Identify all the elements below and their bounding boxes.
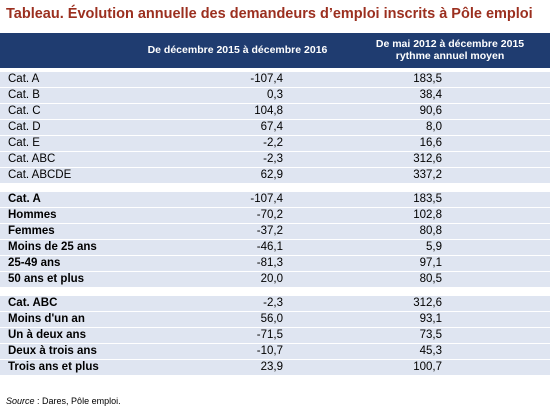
table-row: 25-49 ans -81,3 97,1 [0,256,550,272]
row-label: Cat. E [8,137,40,149]
table-row: Moins d'un an 56,0 93,1 [0,312,550,328]
cell-value: 20,0 [260,273,283,285]
cell-value: 45,3 [419,345,442,357]
cell-value: 97,1 [419,257,442,269]
column-header: De mai 2012 à décembre 2015 rythme annue… [350,38,550,62]
cell-value: -2,2 [263,137,283,149]
source: Source : Dares, Pôle emploi. [6,396,121,406]
cell-value: -81,3 [256,257,283,269]
row-group: Cat. A -107,4 183,5 Hommes -70,2 102,8 Femmes -… [0,192,550,288]
row-label: Cat. A [8,193,41,205]
row-label: Cat. D [8,121,41,133]
table-row: Cat. B 0,3 38,4 [0,88,550,104]
table-row: Cat. E -2,2 16,6 [0,136,550,152]
table-row: Cat. A -107,4 183,5 [0,192,550,208]
cell-value: 67,4 [260,121,283,133]
row-label: Moins d'un an [8,313,85,325]
cell-value: 183,5 [413,73,442,85]
cell-value: 73,5 [419,329,442,341]
source-text: : Dares, Pôle emploi. [37,396,121,406]
cell-value: 100,7 [413,361,442,373]
row-label: Deux à trois ans [8,345,97,357]
cell-value: 102,8 [413,209,442,221]
table-row: Cat. A -107,4 183,5 [0,72,550,88]
table-row: Cat. C 104,8 90,6 [0,104,550,120]
cell-value: -2,3 [263,153,283,165]
table-body: Cat. A -107,4 183,5 Cat. B 0,3 38,4 Cat. C 104,… [0,72,550,384]
cell-value: 38,4 [419,89,442,101]
table-row: Cat. ABCDE 62,9 337,2 [0,168,550,184]
title: Tableau. Évolution annuelle des demandeu… [6,6,533,22]
table-row: Cat. D 67,4 8,0 [0,120,550,136]
column-header-line: De mai 2012 à décembre 2015 [375,38,525,50]
row-label: 50 ans et plus [8,273,85,285]
cell-value: -37,2 [256,225,283,237]
cell-value: -71,5 [256,329,283,341]
table-row: Hommes -70,2 102,8 [0,208,550,224]
row-label: Cat. ABC [8,297,58,309]
cell-value: 23,9 [260,361,283,373]
cell-value: 5,9 [426,241,442,253]
cell-value: 93,1 [419,313,442,325]
cell-value: 80,8 [419,225,442,237]
table-row: Cat. ABC -2,3 312,6 [0,296,550,312]
cell-value: 183,5 [413,193,442,205]
cell-value: -107,4 [250,73,283,85]
column-header: De décembre 2015 à décembre 2016 [147,44,328,56]
table-row: Femmes -37,2 80,8 [0,224,550,240]
row-label: Cat. C [8,105,41,117]
row-label: Trois ans et plus [8,361,99,373]
cell-value: 62,9 [260,169,283,181]
cell-value: -107,4 [250,193,283,205]
cell-value: 16,6 [419,137,442,149]
table-row: Cat. ABC -2,3 312,6 [0,152,550,168]
row-group: Cat. ABC -2,3 312,6 Moins d'un an 56,0 93,1 Un… [0,296,550,376]
table-header: De décembre 2015 à décembre 2016 De mai … [0,33,550,68]
row-label: Cat. B [8,89,40,101]
cell-value: 312,6 [413,153,442,165]
cell-value: 80,5 [419,273,442,285]
row-label: Cat. ABC [8,153,56,165]
cell-value: 8,0 [426,121,442,133]
table-row: Moins de 25 ans -46,1 5,9 [0,240,550,256]
row-label: Cat. ABCDE [8,169,72,181]
cell-value: -46,1 [256,241,283,253]
row-label: Un à deux ans [8,329,86,341]
table-row: 50 ans et plus 20,0 80,5 [0,272,550,288]
cell-value: 312,6 [413,297,442,309]
row-label: 25-49 ans [8,257,61,269]
row-group: Cat. A -107,4 183,5 Cat. B 0,3 38,4 Cat. C 104,… [0,72,550,184]
column-header-line: rythme annuel moyen [395,50,505,62]
cell-value: 56,0 [260,313,283,325]
cell-value: 337,2 [413,169,442,181]
row-label: Cat. A [8,73,40,85]
table-row: Un à deux ans -71,5 73,5 [0,328,550,344]
cell-value: 0,3 [267,89,283,101]
cell-value: -70,2 [256,209,283,221]
cell-value: 90,6 [419,105,442,117]
row-label: Hommes [8,209,57,221]
row-label: Femmes [8,225,55,237]
source-label: Source [6,396,35,406]
table-row: Trois ans et plus 23,9 100,7 [0,360,550,376]
cell-value: -10,7 [256,345,283,357]
row-label: Moins de 25 ans [8,241,97,253]
cell-value: 104,8 [254,105,283,117]
cell-value: -2,3 [263,297,283,309]
table-row: Deux à trois ans -10,7 45,3 [0,344,550,360]
